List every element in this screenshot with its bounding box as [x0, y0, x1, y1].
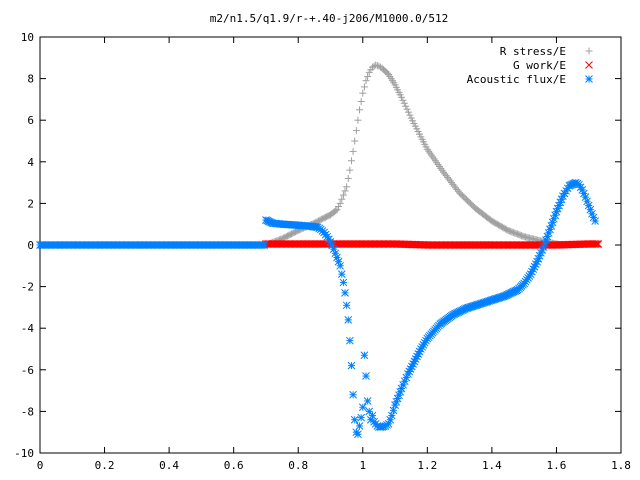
data-point: [344, 316, 353, 324]
data-point: [341, 288, 349, 297]
data-point: [349, 390, 357, 399]
x-tick-label: 0: [37, 459, 44, 472]
x-tick-label: 1.8: [611, 459, 631, 472]
series-2: [36, 178, 600, 439]
data-point: [354, 430, 362, 439]
y-tick-label: 2: [27, 197, 34, 210]
y-tick-label: -6: [21, 364, 34, 377]
x-tick-label: 0.2: [95, 459, 115, 472]
data-point: [358, 403, 367, 412]
data-point: [342, 301, 351, 310]
data-point: [583, 197, 591, 206]
data-point: [346, 336, 354, 345]
data-point: [360, 83, 368, 91]
legend-marker: [585, 61, 593, 69]
data-point: [365, 407, 374, 416]
x-tick-label: 0.6: [224, 459, 244, 472]
data-point: [593, 240, 601, 248]
data-point: [350, 415, 359, 424]
y-tick-label: -10: [14, 447, 34, 460]
data-point: [362, 77, 370, 85]
y-tick-label: 10: [21, 31, 34, 44]
x-tick-label: 0.8: [288, 459, 308, 472]
legend-marker: [585, 75, 593, 83]
data-point: [402, 102, 410, 110]
data-point: [356, 106, 364, 114]
x-tick-label: 1.2: [417, 459, 437, 472]
y-tick-label: 6: [27, 114, 34, 127]
data-point: [359, 89, 367, 97]
legend-label: Acoustic flux/E: [467, 73, 566, 86]
series-0: [262, 61, 567, 249]
data-point: [591, 240, 600, 248]
data-point: [343, 183, 351, 191]
data-point: [337, 270, 346, 278]
data-point: [336, 261, 345, 270]
data-point: [357, 97, 365, 105]
y-tick-label: -2: [21, 281, 34, 294]
y-tick-label: 8: [27, 73, 34, 86]
series-1: [262, 240, 603, 249]
data-point: [351, 137, 359, 145]
data-point: [332, 207, 340, 215]
data-point: [403, 105, 411, 113]
x-tick-label: 1: [359, 459, 366, 472]
y-tick-label: 0: [27, 239, 34, 252]
data-point: [411, 355, 420, 363]
data-point: [542, 236, 550, 244]
x-tick-label: 0.4: [159, 459, 179, 472]
data-point: [336, 199, 344, 207]
data-point: [346, 166, 354, 174]
data-point: [339, 278, 348, 287]
data-point: [372, 61, 380, 69]
x-tick-label: 1.6: [547, 459, 567, 472]
data-point: [404, 108, 412, 116]
series-layer: [36, 61, 603, 439]
data-point: [363, 397, 372, 405]
data-point: [341, 187, 349, 195]
data-point: [352, 127, 360, 135]
data-point: [364, 73, 372, 81]
x-tick-label: 1.4: [482, 459, 502, 472]
y-tick-label: 4: [27, 156, 34, 169]
data-point: [335, 203, 343, 211]
legend-label: G work/E: [513, 59, 566, 72]
y-tick-label: -8: [21, 405, 34, 418]
x-axis: 0 0.2 0.4 0.6 0.8 1 1.2 1.4 1.6 1.8: [37, 37, 631, 472]
data-point: [368, 411, 377, 420]
data-point: [347, 361, 356, 370]
data-point: [594, 240, 603, 248]
data-point: [347, 157, 355, 165]
legend-marker: [585, 47, 593, 55]
data-point: [387, 411, 396, 420]
data-point: [389, 406, 398, 415]
data-point: [357, 413, 366, 422]
data-point: [406, 111, 414, 119]
data-point: [360, 351, 369, 360]
data-point: [349, 147, 357, 155]
y-axis: 10 8 6 4 2 0 -2 -4 -6 -8 -10: [14, 31, 621, 460]
data-point: [344, 174, 352, 182]
legend-label: R stress/E: [500, 45, 566, 58]
data-point: [338, 195, 346, 203]
data-point: [260, 241, 269, 249]
data-point: [591, 217, 600, 225]
data-point: [333, 206, 341, 214]
data-point: [339, 191, 347, 199]
data-point: [399, 96, 407, 104]
data-point: [373, 62, 381, 70]
data-point: [400, 99, 408, 107]
data-point: [362, 372, 370, 380]
data-point: [384, 420, 393, 428]
data-point: [355, 422, 364, 430]
y-tick-label: -4: [21, 322, 35, 335]
data-point: [398, 93, 406, 101]
data-point: [354, 116, 362, 124]
chart-title: m2/n1.5/q1.9/r-+.40-j206/M1000.0/512: [210, 12, 448, 25]
